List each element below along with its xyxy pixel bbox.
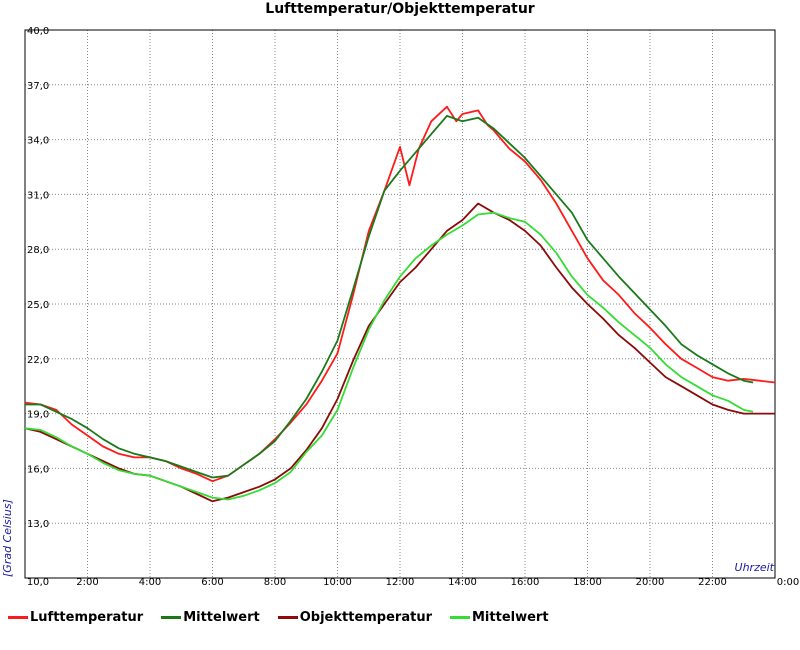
x-tick-label: 10:00 <box>323 577 352 588</box>
legend-label: Lufttemperatur <box>30 609 144 625</box>
y-tick-label: 37,0 <box>27 81 49 92</box>
y-tick-label: 31,0 <box>27 190 49 201</box>
y-axis-label: [Grad Celsius] <box>1 499 14 577</box>
temperature-line-chart: Lufttemperatur/Objekttemperatur 13,0 16,0… <box>1 1 799 588</box>
x-tick-label: 14:00 <box>448 577 477 588</box>
series-line-4 <box>24 211 754 501</box>
legend-item-4: Mittelwert <box>450 610 549 625</box>
x-tick-label: 20:00 <box>636 577 665 588</box>
legend-swatch <box>277 615 298 619</box>
y-axis-ticks: 13,0 16,0 19,0 22,0 25,0 28,0 31,0 34,0 37,0 40,0 <box>27 26 49 530</box>
y-tick-label: 13,0 <box>27 519 49 530</box>
legend-item-1: Lufttemperatur <box>8 610 143 625</box>
x-tick-label: 0:00 <box>777 577 799 588</box>
grid-lines <box>25 30 775 578</box>
y-tick-label: 34,0 <box>27 136 49 147</box>
y-tick-label: 16,0 <box>27 464 49 475</box>
legend-item-3: Objekttemperatur <box>277 609 432 625</box>
x-tick-label: 16:00 <box>511 577 540 588</box>
legend-label: Mittelwert <box>472 609 549 625</box>
x-tick-label: 6:00 <box>201 577 223 588</box>
chart-legend: Lufttemperatur Mittelwert Objekttemperatur… <box>8 608 567 626</box>
x-tick-label: 2:00 <box>76 577 98 588</box>
x-tick-label: 4:00 <box>139 577 161 588</box>
x-axis-ticks: 10,0 2:00 4:00 6:00 8:00 10:00 12:00 14:00 16:00… <box>27 577 799 588</box>
x-tick-label: 8:00 <box>264 577 286 588</box>
legend-item-2: Mittelwert <box>161 610 260 625</box>
legend-swatch <box>450 615 470 619</box>
x-tick-label: 18:00 <box>573 577 602 588</box>
chart-title: Lufttemperatur/Objekttemperatur <box>265 1 535 17</box>
y-tick-label: 28,0 <box>27 245 49 256</box>
plot-area-frame <box>24 29 776 579</box>
legend-label: Mittelwert <box>183 609 260 625</box>
x-axis-label: Uhrzeit <box>735 561 775 574</box>
series-lines <box>24 105 776 503</box>
legend-swatch <box>161 615 182 619</box>
y-tick-label: 22,0 <box>27 355 49 366</box>
series-line-2 <box>25 115 754 479</box>
y-tick-label: 19,0 <box>27 410 49 421</box>
y-tick-label: 40,0 <box>27 26 49 37</box>
x-tick-label: 22:00 <box>698 577 727 588</box>
legend-label: Objekttemperatur <box>299 609 432 625</box>
x-tick-label: 10,0 <box>27 577 49 588</box>
x-tick-label: 12:00 <box>386 577 415 588</box>
legend-swatch <box>8 615 28 619</box>
y-tick-label: 25,0 <box>27 300 49 311</box>
